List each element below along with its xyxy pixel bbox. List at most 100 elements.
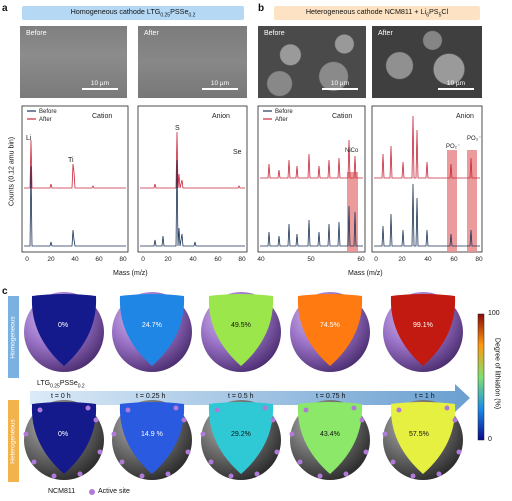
heterogeneous-value-4: 57.5% [409,431,429,438]
spectrum-a-anion: S Se Anion 0 20 40 60 80 [137,105,248,263]
heterogeneous-value-1: 14.9 % [141,431,163,438]
svg-text:20: 20 [398,256,406,263]
homogeneous-value-3: 74.5% [320,322,340,329]
svg-text:Cation: Cation [332,113,352,120]
svg-text:After: After [39,117,52,123]
heterogeneous-value-3: 43.4% [320,431,340,438]
time-label-3: t = 0.75 h [316,393,346,400]
panel-b-letter: b [258,3,265,14]
svg-text:S: S [175,125,180,132]
homogeneous-cutout-0 [31,294,97,366]
spectrum-b-anion: PO₂⁻ PO₃⁻ Anion 0 20 40 60 80 [371,105,483,263]
active-site-dot [181,417,187,423]
scale-bar: 10 µm [202,80,238,90]
active-site-dot [51,473,57,479]
cation-title-a: Cation [92,113,112,120]
x-axis-label-b: Mass (m/z) [348,270,383,277]
homogeneous-cutout-3 [297,294,363,366]
active-site-dot [125,407,131,413]
active-site-dot [444,405,450,411]
active-site-dot [214,407,220,413]
active-site-dot [254,471,260,477]
time-label-0: t = 0 h [51,393,71,400]
svg-text:20: 20 [164,256,172,263]
svg-text:80: 80 [475,256,483,263]
active-site-dot [363,449,369,455]
scale-bar: 10 µm [438,80,474,90]
svg-text:0: 0 [141,256,145,263]
active-site-dot [93,417,99,423]
heterogeneous-cutout-1 [119,402,185,474]
homogeneous-value-4: 99.1% [413,322,433,329]
panel-b-banner: Heterogeneous cathode NCM811 + Li6PS5Cl [274,6,480,20]
homogeneous-value-2: 49.5% [231,322,251,329]
heterogeneous-value-0: 0% [58,431,69,438]
sem-image-homogeneous-after: After 10 µm [138,26,247,98]
spectrum-b-cation: NiCo Cation Before After 40 50 60 [257,105,366,263]
svg-text:0: 0 [374,256,378,263]
svg-text:Anion: Anion [212,113,230,120]
x-axis-label-a: Mass (m/z) [113,270,148,277]
scale-bar: 10 µm [82,80,118,90]
homogeneous-cutout-1 [119,294,185,366]
svg-text:PO₃⁻: PO₃⁻ [467,136,481,142]
active-site-dot [436,471,442,477]
svg-text:Ti: Ti [68,157,74,164]
active-site-legend: Active site [98,488,130,495]
active-site-dot [390,459,396,465]
svg-text:80: 80 [119,256,127,263]
active-site-dot [23,431,29,437]
svg-text:40: 40 [424,256,432,263]
active-site-dot [165,471,171,477]
active-site-dot [119,459,125,465]
sem-image-homogeneous-before: Before 10 µm [20,26,127,98]
active-site-dot [185,449,191,455]
active-site-dot [97,449,103,455]
svg-text:Li: Li [26,135,32,142]
active-site-dot [382,431,388,437]
colorbar-label: Degree of lithiation (%) [493,337,501,410]
row-label-homogeneous: Homogeneous [8,296,19,378]
lithiation-spheres [23,292,485,495]
active-site-dot [173,405,179,411]
svg-text:Before: Before [275,109,293,115]
active-site-dot [139,473,145,479]
material-label-bottom: NCM811 [48,488,76,495]
heterogeneous-value-2: 29.2% [231,431,251,438]
active-site-dot [452,417,458,423]
heterogeneous-cutout-2 [208,402,274,474]
homogeneous-value-1: 24.7% [142,322,162,329]
material-label-top: LTG0.25PSSe0.2 [37,380,85,390]
time-label-1: t = 0.25 h [136,393,166,400]
panel-c-letter: c [2,286,8,297]
active-site-dot [297,459,303,465]
active-site-dot [317,473,323,479]
sem-image-heterogeneous-before: Before 10 µm [258,26,366,98]
active-site-dot [274,449,280,455]
active-site-dot [31,459,37,465]
active-site-dot [228,473,234,479]
svg-text:50: 50 [307,256,315,263]
time-label-2: t = 0.5 h [228,393,254,400]
active-site-dot [351,405,357,411]
sem-label-before: Before [264,30,285,37]
heterogeneous-cutout-4 [390,402,456,474]
active-site-dot [456,449,462,455]
homogeneous-value-0: 0% [58,322,69,329]
active-site-dot [343,471,349,477]
active-site-dot [270,417,276,423]
active-site-dot [262,405,268,411]
active-site-dot [37,407,43,413]
active-site-dot [77,471,83,477]
heterogeneous-cutout-0 [31,402,97,474]
svg-text:40: 40 [71,256,79,263]
active-site-dot [200,431,206,437]
sem-label-after: After [144,30,159,37]
svg-text:60: 60 [357,256,365,263]
spectrum-a-cation: Li Ti Cation Before After 0 20 40 60 80 [21,105,129,263]
homogeneous-cutout-4 [390,294,456,366]
active-site-dot [303,407,309,413]
sem-label-after: After [378,30,393,37]
svg-text:80: 80 [238,256,246,263]
